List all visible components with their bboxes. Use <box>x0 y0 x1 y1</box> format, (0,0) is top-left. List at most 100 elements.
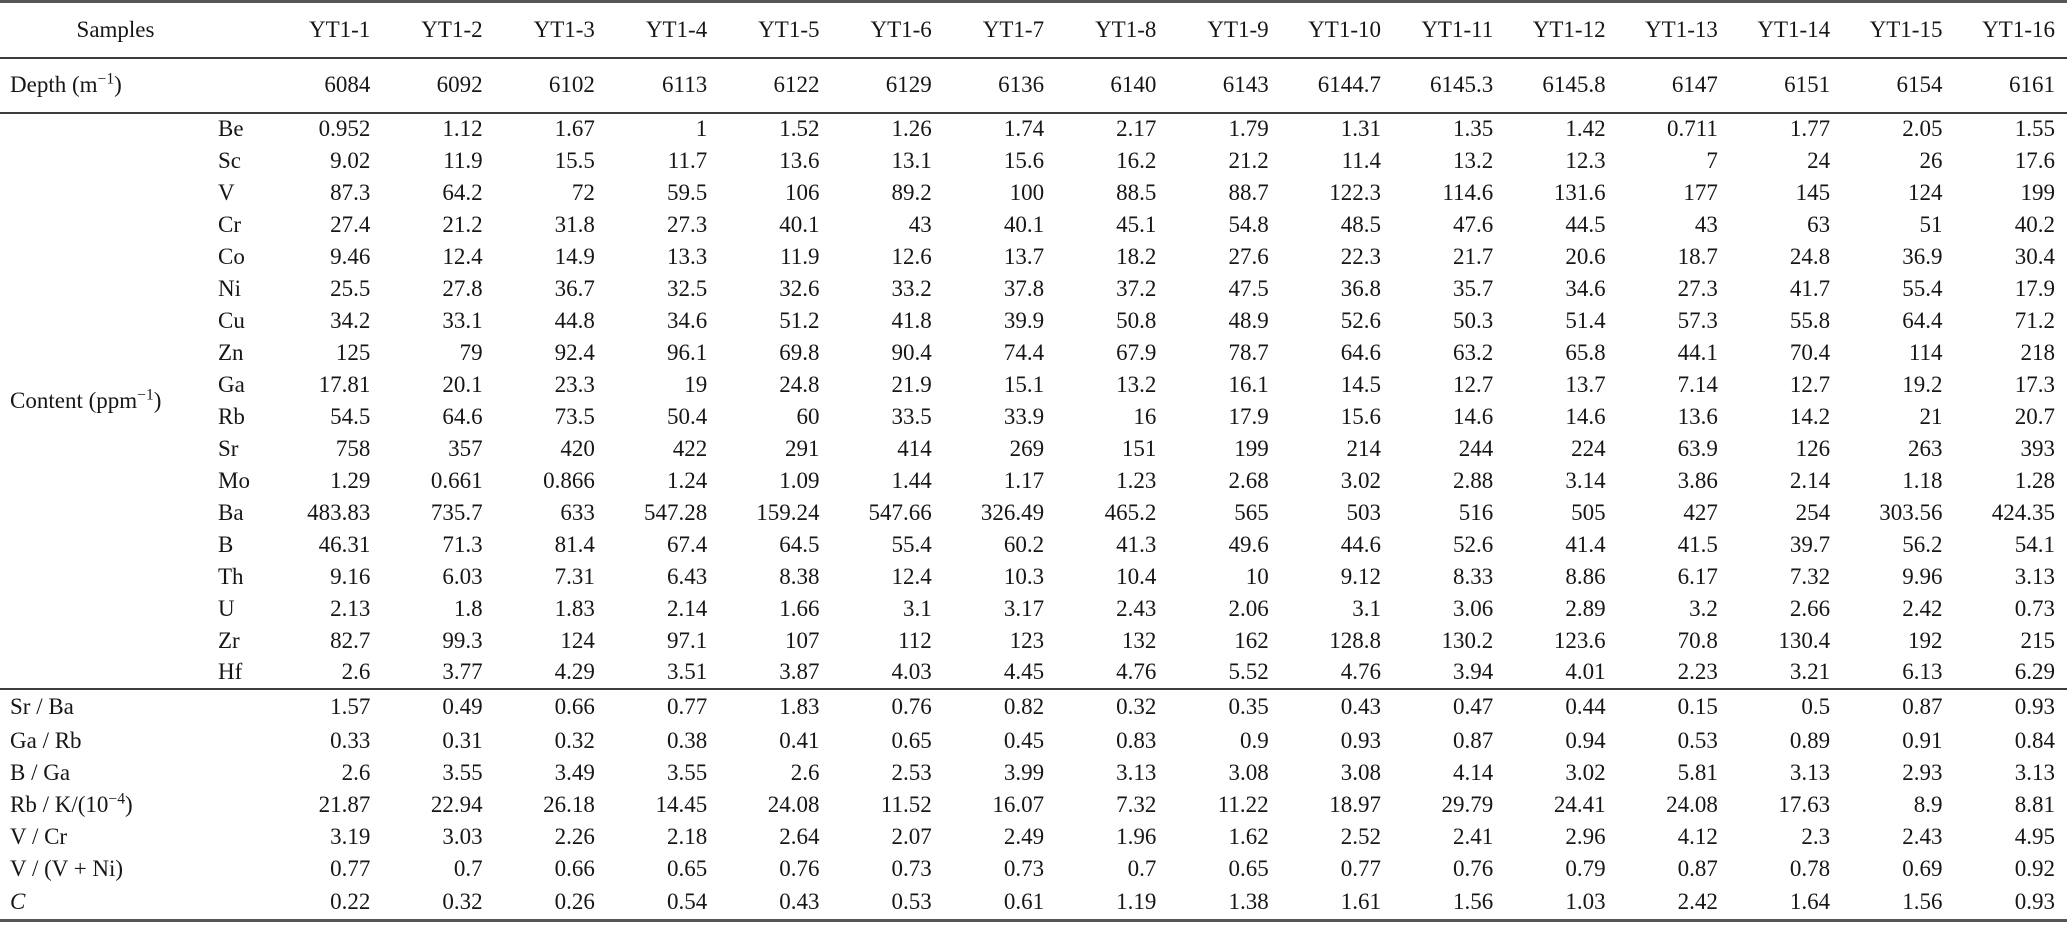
value-cell: 3.55 <box>442 759 483 785</box>
value-cell: 1.66 <box>779 595 820 621</box>
value-cell: 3.13 <box>2014 563 2055 589</box>
value-cell: 263 <box>1907 435 1943 461</box>
value-cell: 8.33 <box>1453 563 1494 589</box>
value-cell: 0.94 <box>1565 727 1606 753</box>
value-cell: 3.17 <box>1003 595 1045 621</box>
ratio-row: V / (V + Ni) 0.77 0.7 0.66 0.65 0.76 0.73 0.73 0… <box>0 853 2067 885</box>
value-cell: 15.6 <box>1003 147 1045 173</box>
value-cell: 21.2 <box>1228 147 1269 173</box>
value-cell: 51 <box>1919 211 1943 237</box>
value-cell: 11.22 <box>1217 791 1269 817</box>
value-cell: 3.08 <box>1228 759 1269 785</box>
value-cell: 47.6 <box>1453 211 1494 237</box>
value-cell: 33.5 <box>891 403 932 429</box>
value-cell: 44.5 <box>1565 211 1606 237</box>
value-cell: 7.32 <box>1116 791 1157 817</box>
content-row: Zr 82.7 99.3 124 97.1 107 112 123 132 162 128.8 130… <box>0 625 2067 657</box>
value-cell: 0.41 <box>779 727 820 753</box>
value-cell: 1.57 <box>330 694 371 719</box>
value-cell: 1.23 <box>1116 467 1157 493</box>
depth-label: Depth (m−1) <box>10 70 122 97</box>
value-cell: 45.1 <box>1116 211 1157 237</box>
value-cell: 30.4 <box>2014 243 2055 269</box>
value-cell: 4.45 <box>1003 659 1045 684</box>
value-cell: 24.8 <box>1789 243 1831 269</box>
value-cell: 633 <box>560 499 595 525</box>
column-header: YT1-2 <box>421 16 483 42</box>
value-cell: 16.07 <box>992 791 1045 817</box>
value-cell: 24 <box>1807 147 1831 173</box>
value-cell: 73.5 <box>554 403 595 429</box>
value-cell: 11.7 <box>667 147 708 173</box>
value-cell: 214 <box>1346 435 1381 461</box>
value-cell: 31.8 <box>554 211 595 237</box>
value-cell: 27.3 <box>666 211 708 237</box>
value-cell: 27.6 <box>1228 243 1269 269</box>
value-cell: 3.99 <box>1003 759 1045 785</box>
value-cell: 43 <box>1694 211 1718 237</box>
value-cell: 50.8 <box>1116 307 1157 333</box>
value-cell: 81.4 <box>554 531 595 557</box>
value-cell: 2.96 <box>1565 823 1606 849</box>
ratio-row: V / Cr 3.19 3.03 2.26 2.18 2.64 2.07 2.49 1.96 1.… <box>0 821 2067 853</box>
content-row: U 2.13 1.8 1.83 2.14 1.66 3.1 3.17 2.43 2.06 3.1 3.… <box>0 593 2067 625</box>
value-cell: 199 <box>2020 179 2056 205</box>
value-cell: 79 <box>459 339 483 365</box>
element-label: B <box>218 531 234 557</box>
value-cell: 3.19 <box>330 823 371 849</box>
value-cell: 124 <box>1907 179 1943 205</box>
value-cell: 422 <box>672 435 708 461</box>
value-cell: 17.81 <box>318 371 371 397</box>
value-cell: 87.3 <box>330 179 371 205</box>
value-cell: 59.5 <box>666 179 708 205</box>
value-cell: 3.87 <box>779 659 820 684</box>
value-cell: 2.6 <box>341 759 371 785</box>
value-cell: 0.45 <box>1003 727 1045 753</box>
value-cell: 0.9 <box>1239 727 1269 753</box>
value-cell: 4.76 <box>1340 659 1381 684</box>
value-cell: 25.5 <box>330 275 371 301</box>
value-cell: 26.18 <box>543 791 595 817</box>
value-cell: 49.6 <box>1228 531 1269 557</box>
value-cell: 9.46 <box>330 243 371 269</box>
value-cell: 14.5 <box>1340 371 1381 397</box>
value-cell: 516 <box>1458 499 1494 525</box>
value-cell: 0.73 <box>2014 595 2055 621</box>
column-header: YT1-6 <box>870 16 932 42</box>
value-cell: 13.6 <box>1677 403 1718 429</box>
value-cell: 2.14 <box>1789 467 1831 493</box>
value-cell: 1.42 <box>1565 116 1606 141</box>
value-cell: 9.12 <box>1340 563 1381 589</box>
content-row: Content (ppm−1) Be 0.952 1.12 1.67 1 1.52 1.26 1… <box>0 113 2067 413</box>
value-cell: 106 <box>785 179 820 205</box>
value-cell: 224 <box>1571 435 1606 461</box>
value-cell: 54.8 <box>1228 211 1269 237</box>
value-cell: 5.81 <box>1677 759 1718 785</box>
value-cell: 0.33 <box>330 727 371 753</box>
element-label: Ga <box>218 371 245 397</box>
element-label: V <box>218 179 235 205</box>
value-cell: 69.8 <box>779 339 820 365</box>
value-cell: 4.12 <box>1677 823 1718 849</box>
value-cell: 0.73 <box>1003 855 1045 881</box>
value-cell: 3.13 <box>1116 759 1157 785</box>
value-cell: 6.17 <box>1677 563 1718 589</box>
value-cell: 199 <box>1234 435 1269 461</box>
value-cell: 124 <box>560 627 595 653</box>
value-cell: 420 <box>560 435 595 461</box>
value-cell: 13.3 <box>666 243 708 269</box>
value-cell: 0.53 <box>891 888 932 914</box>
content-section: Content (ppm−1) Be 0.952 1.12 1.67 1 1.52 1.26 1… <box>0 113 2067 689</box>
column-header: YT1-11 <box>1421 16 1494 42</box>
value-cell: 6151 <box>1784 72 1831 97</box>
value-cell: 17.9 <box>1228 403 1269 429</box>
value-cell: 34.6 <box>666 307 708 333</box>
value-cell: 1.09 <box>779 467 820 493</box>
value-cell: 0.84 <box>2014 727 2055 753</box>
value-cell: 1.17 <box>1003 467 1045 493</box>
value-cell: 8.38 <box>779 563 820 589</box>
value-cell: 0.93 <box>2014 694 2055 719</box>
value-cell: 326.49 <box>980 499 1045 525</box>
value-cell: 63 <box>1807 211 1831 237</box>
value-cell: 6145.3 <box>1430 72 1494 97</box>
